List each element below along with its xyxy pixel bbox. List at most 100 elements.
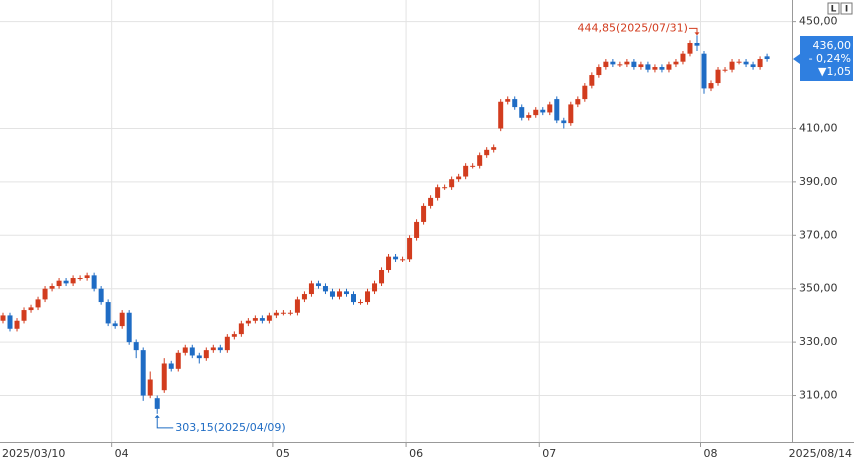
candle-body [652, 67, 658, 70]
candle-body [379, 270, 385, 284]
candle-body [603, 61, 609, 68]
candle-body [526, 115, 532, 118]
candle-body [189, 347, 195, 356]
annotation-arrow [154, 414, 160, 418]
candle-body [329, 291, 335, 297]
toolbar-button[interactable] [840, 2, 853, 15]
candle-body [498, 101, 504, 129]
candle-body [224, 336, 230, 351]
candle-body [84, 275, 90, 279]
toolbar-label[interactable]: L [831, 5, 837, 15]
candle-body [315, 283, 321, 287]
candle-body [196, 355, 202, 359]
candle-body [133, 342, 139, 351]
candle-body [231, 334, 237, 337]
candle-body [491, 147, 497, 150]
candle-body [638, 64, 644, 68]
candle-body [617, 64, 623, 66]
candle-body [547, 104, 553, 113]
candle-body [407, 237, 413, 260]
candle-body [421, 205, 427, 222]
candle-body [210, 347, 216, 351]
candle-body [91, 275, 97, 289]
annotation-low: 303,15(2025/04/09) [175, 421, 285, 434]
candle-body [77, 278, 83, 280]
candle-body [463, 165, 469, 177]
candle-body [680, 53, 686, 62]
toolbar-label[interactable]: I [845, 5, 848, 15]
candle-body [561, 120, 567, 124]
y-tick-label: 330,00 [799, 335, 838, 348]
y-tick-label: 350,00 [799, 282, 838, 295]
candle-body [266, 315, 272, 321]
candle-body [456, 176, 462, 180]
candle-body [708, 83, 714, 89]
candle-body [659, 67, 665, 70]
candle-body [21, 310, 27, 321]
candle-body [750, 64, 756, 68]
candle-body [743, 61, 749, 65]
candle-body [56, 280, 62, 287]
candle-body [28, 307, 34, 311]
candle-body [757, 59, 763, 68]
candle-body [168, 363, 174, 369]
candle-body [715, 69, 721, 84]
candle-body [252, 318, 258, 321]
x-tick-label: 08 [704, 447, 718, 460]
candle-body [722, 69, 728, 71]
candle-body [182, 347, 188, 353]
y-tick-label: 310,00 [799, 389, 838, 402]
candle-body [112, 323, 118, 327]
candle-body [505, 99, 511, 102]
candle-body [49, 286, 55, 289]
candle-body [372, 283, 378, 292]
candle-body [568, 104, 574, 124]
candle-body [119, 312, 125, 327]
candle-body [351, 294, 356, 303]
candle-body [308, 283, 314, 295]
candle-body [287, 312, 293, 314]
candle-body [154, 398, 160, 409]
candle-body [435, 187, 441, 198]
candle-body [336, 291, 342, 297]
candle-body [694, 42, 700, 46]
candle-body [428, 197, 434, 206]
candle-body [393, 256, 399, 260]
candle-body [203, 350, 209, 359]
candle-body [470, 165, 476, 167]
x-tick-label: 04 [115, 447, 129, 460]
candle-body [280, 312, 286, 314]
candle-body [358, 302, 364, 304]
last-price: 436,00 [813, 39, 852, 52]
last-change: ▼1,05 [818, 65, 851, 78]
candle-body [0, 315, 6, 321]
candle-body [533, 109, 539, 116]
candle-body [729, 61, 735, 70]
candle-body [687, 42, 693, 54]
candle-body [519, 107, 525, 118]
toolbar-button[interactable] [827, 2, 840, 15]
candle-body [126, 312, 132, 343]
x-tick-label: 2025/03/10 [2, 447, 65, 460]
candle-body [147, 379, 153, 396]
candle-body [764, 56, 770, 60]
candle-body [7, 315, 13, 329]
x-tick-label: 07 [542, 447, 556, 460]
candle-body [582, 85, 588, 100]
candle-body [322, 286, 328, 292]
last-change-pct: - 0,24% [809, 52, 851, 65]
candle-body [161, 363, 167, 391]
candle-body [140, 350, 146, 396]
candle-body [589, 75, 595, 86]
candle-body [666, 64, 672, 70]
candle-body [343, 291, 349, 295]
y-tick-label: 370,00 [799, 228, 838, 241]
candle-body [301, 294, 307, 300]
candle-body [63, 280, 69, 284]
candle-body [400, 259, 406, 261]
candle-body [273, 312, 279, 316]
candle-body [554, 99, 560, 121]
candle-body [673, 61, 679, 65]
candle-body [35, 299, 41, 308]
x-tick-label: 2025/08/14 [789, 447, 852, 460]
